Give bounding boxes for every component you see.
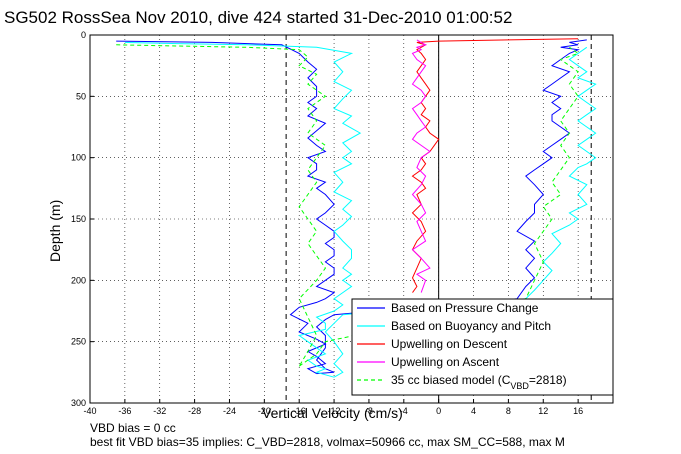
- x-tick-label: -24: [223, 406, 236, 416]
- y-axis-label: Depth (m): [47, 200, 63, 262]
- y-tick-label: 0: [81, 30, 86, 40]
- legend: Based on Pressure Change Based on Buoyanc…: [351, 298, 614, 396]
- legend-box: [351, 298, 614, 396]
- grid-lines: [89, 34, 613, 404]
- series-0-descent-line: [116, 40, 336, 375]
- x-tick-label: -28: [188, 406, 201, 416]
- legend-label: Upwelling on Descent: [391, 337, 508, 351]
- series-2-line: [411, 38, 579, 293]
- y-tick-labels: 0 50 100 150 200 250 300: [71, 30, 94, 408]
- y-tick-label: 300: [71, 398, 86, 408]
- x-tick-label: -16: [293, 406, 306, 416]
- series-3-line: [411, 39, 431, 293]
- y-tick-label: 250: [71, 337, 86, 347]
- y-tick-label: 150: [71, 214, 86, 224]
- x-tick-label: 4: [471, 406, 476, 416]
- annotation-vbd-bias: VBD bias = 0 cc: [90, 421, 176, 435]
- x-tick-label: -12: [328, 406, 341, 416]
- x-tick-label: -40: [83, 406, 96, 416]
- legend-label: Upwelling on Ascent: [391, 355, 500, 369]
- legend-label: Based on Pressure Change: [391, 301, 539, 315]
- series-4-ascent-line: [298, 46, 580, 367]
- x-tick-label: -20: [258, 406, 271, 416]
- y-tick-label: 200: [71, 275, 86, 285]
- legend-label: Based on Buoyancy and Pitch: [391, 319, 551, 333]
- x-tick-label: 16: [573, 406, 583, 416]
- y-tick-label: 50: [76, 91, 86, 101]
- series-1-descent-line: [124, 41, 362, 378]
- x-tick-label: 12: [538, 406, 548, 416]
- x-tick-label: 8: [506, 406, 511, 416]
- series-4-descent-line: [116, 44, 327, 367]
- x-tick-label: -32: [153, 406, 166, 416]
- y-tick-label: 100: [71, 153, 86, 163]
- x-axis-label: Vertical Velocity (cm/s): [262, 405, 403, 421]
- series-lines: [116, 38, 597, 378]
- legend-items: Based on Pressure Change Based on Buoyanc…: [357, 301, 567, 391]
- x-tick-label: -8: [365, 406, 373, 416]
- series-0-ascent-line: [315, 39, 587, 375]
- chart-title: SG502 RossSea Nov 2010, dive 424 started…: [4, 8, 512, 27]
- x-tick-label: -4: [400, 406, 408, 416]
- annotation-best-fit: best fit VBD bias=35 implies: C_VBD=2818…: [90, 435, 565, 449]
- x-tick-label: -36: [118, 406, 131, 416]
- x-tick-labels: -40 -36 -32 -28 -24 -20 -16 -12 -8 -4 0 4 8 12 16: [83, 399, 583, 416]
- x-tick-label: 0: [436, 406, 441, 416]
- series-1-ascent-line: [324, 46, 597, 378]
